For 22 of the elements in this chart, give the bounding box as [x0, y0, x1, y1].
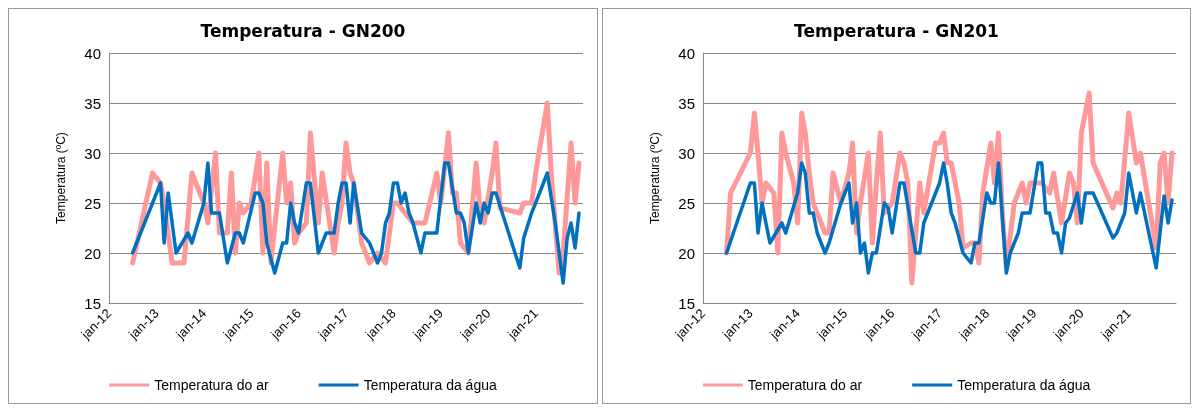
y-tick-label: 20: [84, 244, 101, 262]
y-tick-label: 35: [678, 94, 695, 112]
y-tick-label: 25: [678, 194, 695, 212]
y-tick-label: 40: [84, 44, 101, 62]
y-tick-label: 35: [84, 94, 101, 112]
y-axis-title: Temperatura (ºC): [54, 132, 68, 224]
y-axis-title: Temperatura (ºC): [648, 132, 662, 224]
legend-label: Temperatura da água: [363, 377, 497, 393]
y-tick-label: 30: [678, 144, 695, 162]
y-tick-label: 30: [84, 144, 101, 162]
chart-title: Temperatura - GN200: [200, 20, 406, 41]
y-tick-label: 40: [678, 44, 695, 62]
y-tick-label: 15: [678, 294, 695, 312]
chart-title: Temperatura - GN201: [794, 20, 999, 41]
legend-label: Temperatura do ar: [154, 377, 269, 393]
y-tick-label: 15: [84, 294, 101, 312]
y-tick-label: 20: [678, 244, 695, 262]
legend-label: Temperatura da água: [957, 377, 1091, 393]
line-series: [724, 161, 1174, 275]
y-tick-label: 25: [84, 194, 101, 212]
line-series: [130, 161, 581, 285]
legend-label: Temperatura do ar: [747, 377, 863, 393]
